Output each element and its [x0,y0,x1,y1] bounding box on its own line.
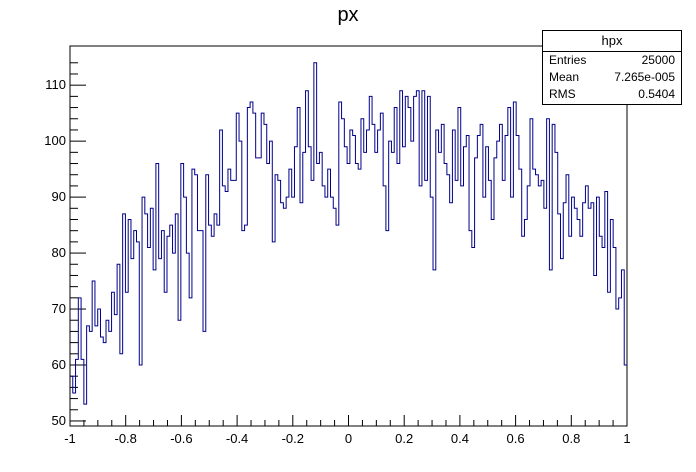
x-tick-label: -1 [64,431,76,446]
x-tick-label: 0.8 [562,431,580,446]
y-tick-label: 90 [52,189,66,204]
y-tick-label: 60 [52,357,66,372]
stats-row-entries: Entries 25000 [543,52,681,69]
x-tick-label: -0.4 [226,431,248,446]
x-tick-label: 1 [623,431,630,446]
stats-title: hpx [543,31,681,52]
stats-label: RMS [549,87,576,101]
stats-value: 25000 [641,53,675,67]
y-tick-label: 110 [45,77,66,92]
stats-label: Entries [549,53,587,67]
stats-value: 7.265e-005 [614,70,675,84]
x-tick-label: 0.2 [395,431,413,446]
y-tick-label: 70 [52,301,66,316]
y-tick-label: 100 [44,133,66,148]
histogram-series [70,62,627,405]
y-tick-label: 50 [52,413,66,428]
stats-value: 0.5404 [638,87,675,101]
x-tick-label: 0.6 [507,431,525,446]
stats-label: Mean [549,70,580,84]
stats-box: hpx Entries 25000 Mean 7.265e-005 RMS 0.… [542,30,682,105]
stats-row-rms: RMS 0.5404 [543,86,681,103]
y-tick-label: 80 [52,245,66,260]
y-axis: 50 60 70 80 90 100 110 [44,62,86,428]
x-tick-label: 0 [345,431,352,446]
x-tick-label: 0.4 [451,431,469,446]
x-tick-label: -0.2 [282,431,304,446]
x-tick-label: -0.8 [114,431,136,446]
stats-row-mean: Mean 7.265e-005 [543,69,681,86]
chart-title: px [337,4,359,26]
x-tick-label: -0.6 [170,431,192,446]
x-axis: -1 -0.8 -0.6 -0.4 -0.2 0 0.2 0.4 0.6 0.8 1 [64,415,631,446]
